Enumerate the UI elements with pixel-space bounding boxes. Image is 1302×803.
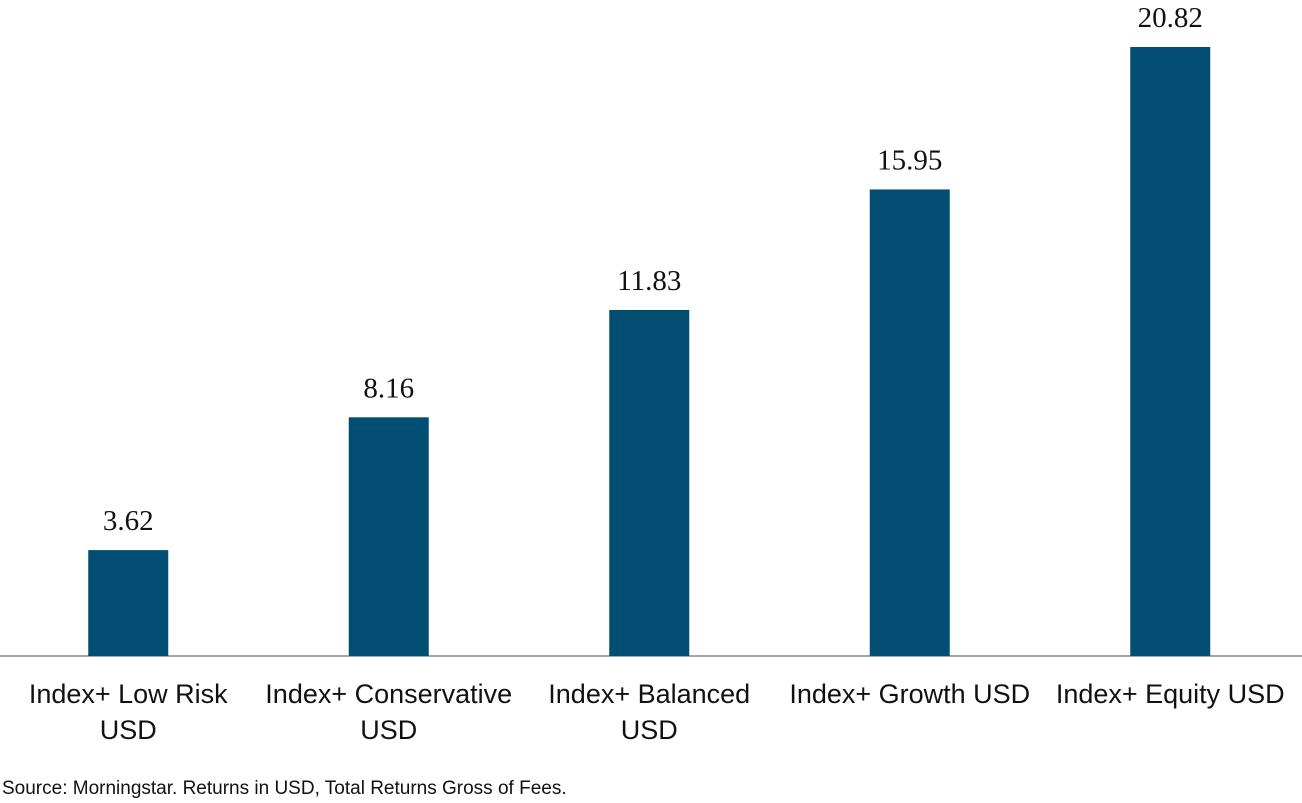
bar	[348, 417, 429, 656]
bar	[609, 309, 690, 656]
category-label: Index+ Equity USD	[1055, 679, 1285, 709]
value-label: 20.82	[1138, 2, 1203, 34]
bar	[869, 189, 950, 657]
category-label: Index+ Low Risk USD	[28, 679, 228, 745]
value-label: 8.16	[363, 372, 414, 404]
source-note: Source: Morningstar. Returns in USD, Tot…	[2, 778, 567, 799]
bar	[88, 550, 169, 656]
value-label: 3.62	[103, 505, 154, 537]
value-label: 15.95	[877, 144, 942, 176]
category-label: Index+ Balanced USD	[548, 679, 751, 745]
bar	[1130, 47, 1211, 656]
category-label: Index+ Growth USD	[789, 679, 1031, 709]
category-label: Index+ Conservative USD	[265, 679, 513, 745]
value-label: 11.83	[617, 265, 681, 297]
